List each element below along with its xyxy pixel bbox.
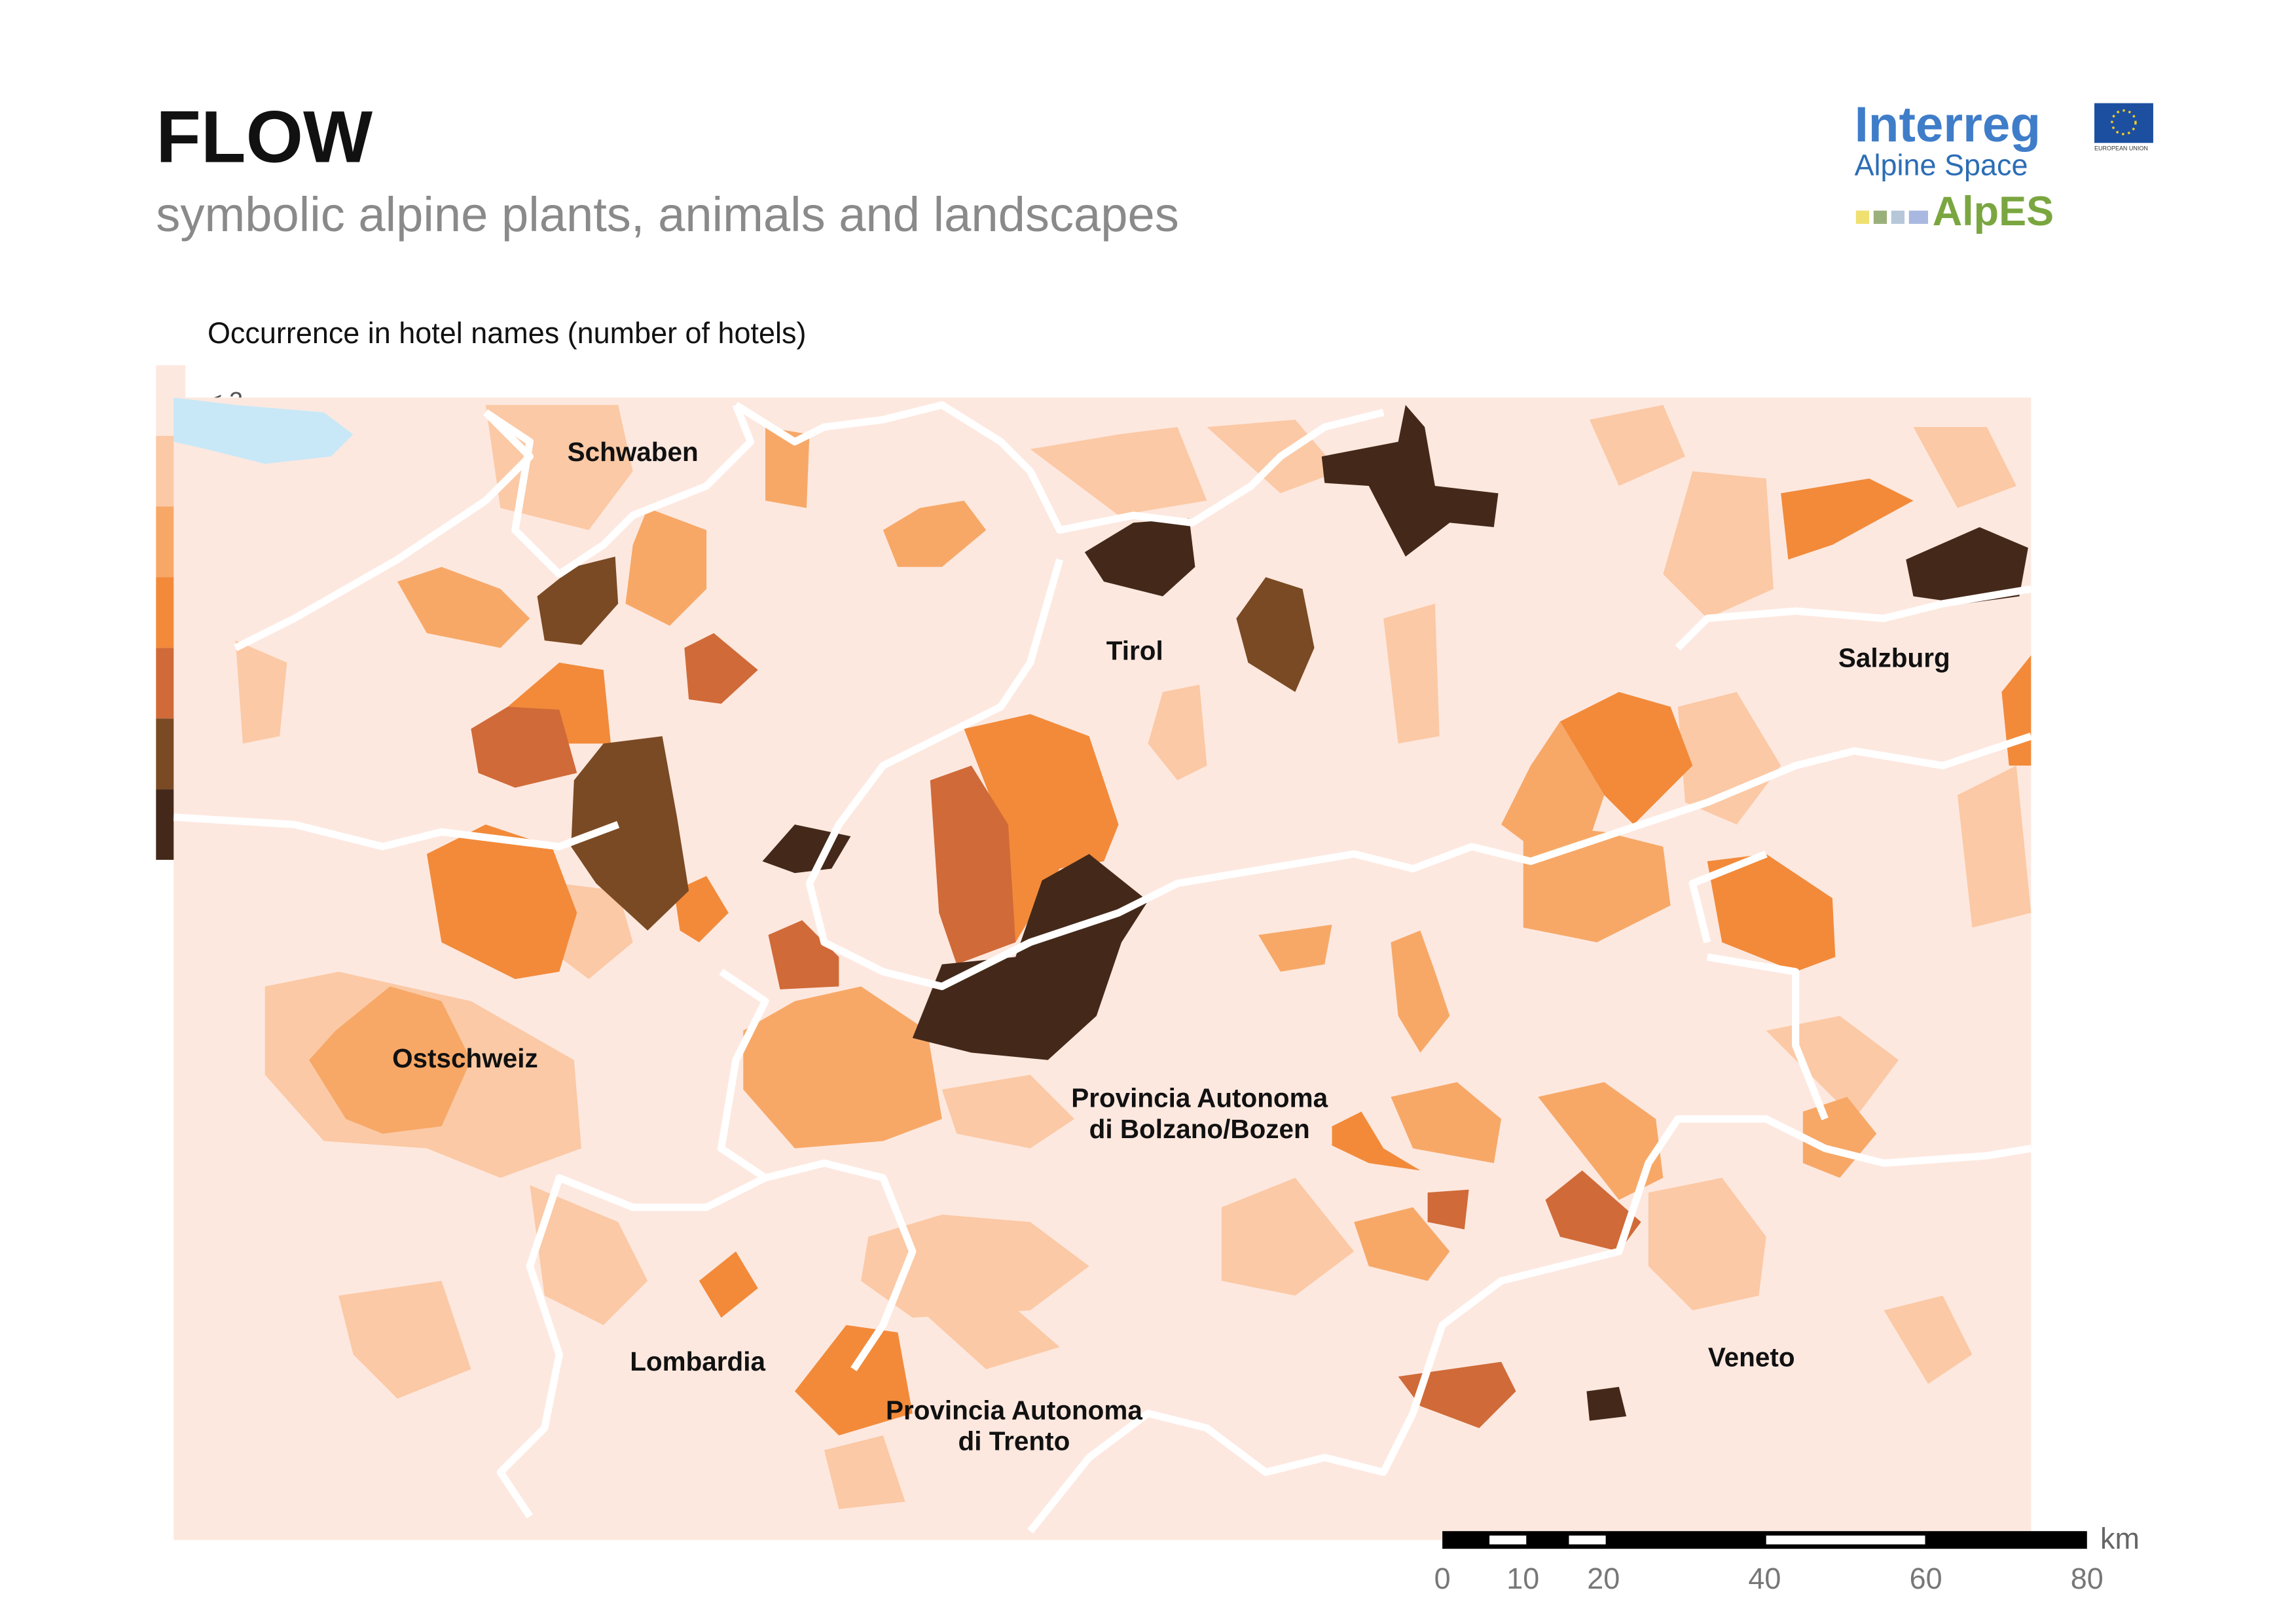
region-label: Provincia Autonoma <box>886 1395 1142 1425</box>
municipality <box>426 824 577 980</box>
scale-segment <box>1569 1535 1606 1545</box>
municipality <box>1501 721 1605 847</box>
scale-tick-label: 60 <box>1910 1562 1942 1595</box>
municipality <box>1559 692 1693 825</box>
municipality <box>1258 924 1332 972</box>
municipality <box>1707 854 1836 972</box>
municipality <box>765 427 810 508</box>
logo-union: EUROPEAN UNION <box>2094 145 2148 151</box>
municipality <box>1589 405 1686 487</box>
municipality <box>530 1185 648 1325</box>
municipality <box>941 1075 1075 1149</box>
municipality <box>861 1214 1089 1318</box>
scale-segment <box>1442 1531 2087 1549</box>
municipality <box>768 920 839 989</box>
logo-square <box>1891 210 1905 224</box>
municipality <box>930 766 1016 965</box>
logo-square <box>1908 210 1928 224</box>
municipality <box>1586 1386 1627 1421</box>
municipality <box>912 1295 1060 1369</box>
logo-space: Alpine Space <box>1855 149 2028 182</box>
region-label: Ostschweiz <box>392 1043 538 1073</box>
scale-segment <box>1766 1535 1925 1545</box>
logo: Interreg EUROPEAN UNION Alpine Space Alp… <box>1855 97 2153 234</box>
municipality <box>824 1435 905 1509</box>
title: FLOW <box>156 95 373 177</box>
municipality <box>471 707 577 788</box>
municipality <box>1427 1189 1469 1230</box>
municipalities <box>235 405 2032 1509</box>
municipality <box>338 1281 471 1399</box>
scale-tick-label: 20 <box>1587 1562 1620 1595</box>
municipality <box>559 883 633 980</box>
logo-square <box>1873 210 1887 224</box>
logo-program: Interreg <box>1855 97 2041 153</box>
region-label: Schwaben <box>568 437 699 467</box>
scale-bar: km 0 10 20 40 60 80 <box>1434 1522 2140 1595</box>
map: Schwaben Tirol Salzburg Ostschweiz Provi… <box>173 397 2033 1540</box>
eu-flag <box>2094 103 2153 143</box>
municipality <box>571 736 689 931</box>
scale-tick-label: 40 <box>1748 1562 1781 1595</box>
scale-tick-label: 80 <box>2071 1562 2104 1595</box>
logo-project: AlpES <box>1933 189 2054 234</box>
scale-tick-label: 10 <box>1506 1562 1539 1595</box>
municipality <box>743 986 942 1149</box>
municipality <box>762 824 851 874</box>
municipality <box>1906 526 2028 604</box>
municipality <box>964 714 1119 942</box>
scale-segment <box>1489 1535 1527 1545</box>
borders <box>173 401 2033 1534</box>
municipality <box>912 854 1148 1060</box>
municipality <box>1781 478 1914 560</box>
legend-title: Occurrence in hotel names (number of hot… <box>208 316 806 350</box>
region-label: di Trento <box>958 1426 1070 1456</box>
scale-unit: km <box>2100 1522 2140 1555</box>
municipality <box>1663 471 1774 619</box>
region-label: Lombardia <box>630 1346 765 1376</box>
municipality <box>235 640 287 744</box>
scale-tick-label: 0 <box>1434 1562 1451 1595</box>
subtitle: symbolic alpine plants, animals and land… <box>156 187 1179 242</box>
lake <box>173 397 354 464</box>
municipality <box>1148 684 1207 781</box>
municipality <box>674 876 729 942</box>
region-label: Provincia Autonoma <box>1071 1083 1328 1113</box>
municipality <box>309 986 471 1134</box>
municipality <box>625 507 707 626</box>
municipality <box>1030 427 1207 516</box>
municipality <box>1321 405 1499 557</box>
municipality <box>1354 1207 1450 1282</box>
municipality <box>1648 1177 1766 1310</box>
municipality <box>684 633 758 704</box>
municipality <box>1332 1111 1421 1171</box>
region-label: Salzburg <box>1838 643 1950 673</box>
municipality <box>1884 1295 1973 1384</box>
municipality <box>537 556 619 645</box>
municipality <box>1545 1170 1641 1252</box>
municipality <box>1391 1082 1502 1164</box>
municipality <box>1236 577 1315 692</box>
municipality <box>883 500 987 567</box>
municipality <box>1084 518 1195 597</box>
municipality <box>1957 766 2032 928</box>
eu-stars <box>2111 109 2137 136</box>
municipality <box>1538 1082 1664 1200</box>
region-label: Veneto <box>1708 1342 1795 1372</box>
logo-square <box>1855 210 1870 224</box>
municipality <box>397 566 530 648</box>
region-label: Tirol <box>1106 635 1163 665</box>
municipality <box>1913 427 2016 508</box>
region-label: di Bolzano/Bozen <box>1089 1114 1310 1144</box>
municipality <box>794 1325 913 1436</box>
municipality <box>699 1251 758 1318</box>
municipality <box>1677 692 1781 825</box>
municipality <box>507 662 611 744</box>
municipality <box>1383 603 1440 744</box>
municipality <box>1391 930 1450 1053</box>
municipality <box>1221 1177 1355 1296</box>
